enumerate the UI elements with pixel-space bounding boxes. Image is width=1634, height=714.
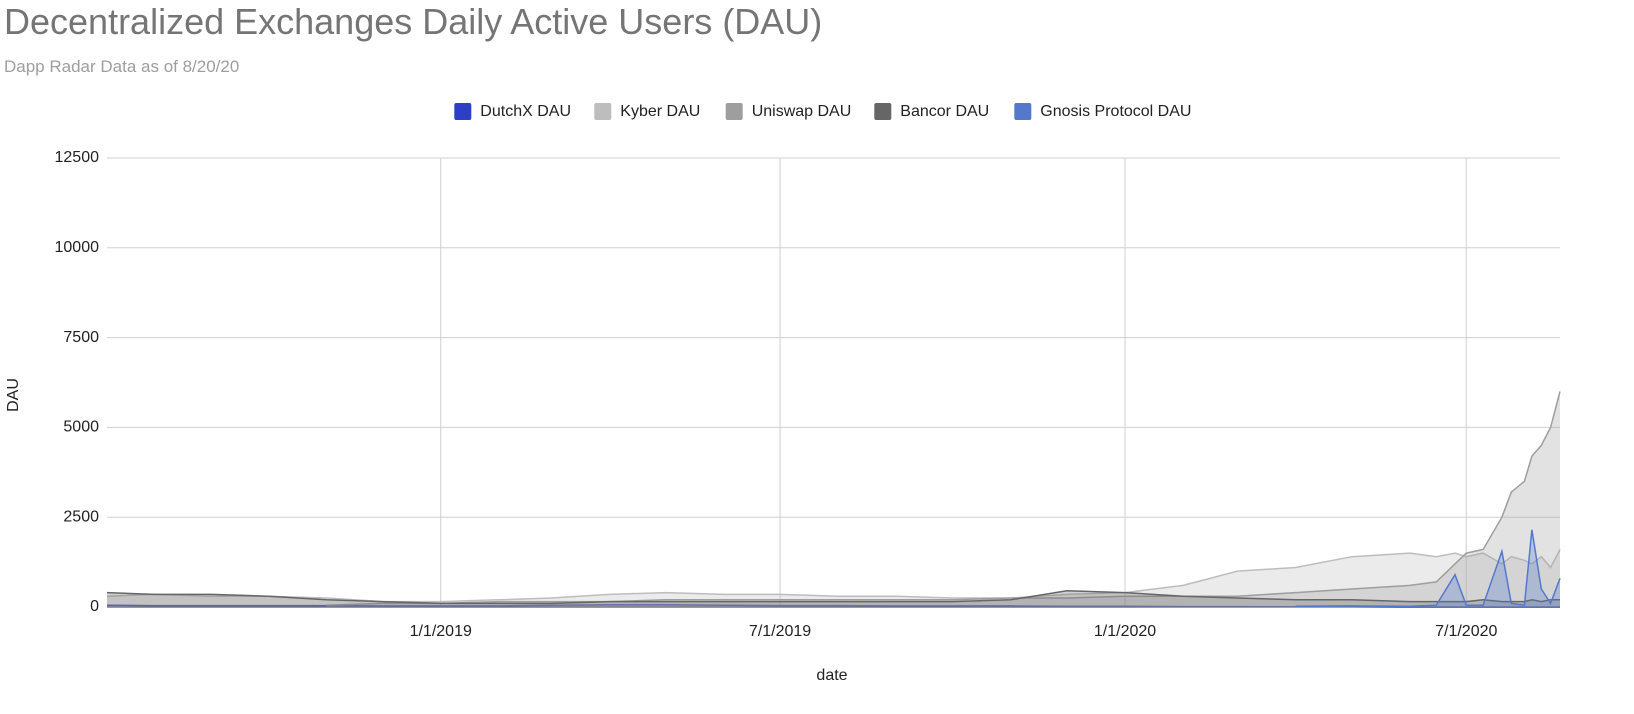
y-tick-label: 12500: [55, 149, 100, 166]
legend-label: Bancor DAU: [900, 103, 989, 120]
x-tick-label: 7/1/2019: [749, 623, 811, 640]
y-axis-label: DAU: [5, 378, 22, 412]
x-axis-label: date: [816, 667, 847, 684]
x-tick-label: 1/1/2020: [1094, 623, 1156, 640]
chart-subtitle: Dapp Radar Data as of 8/20/20: [4, 57, 239, 76]
legend-label: Kyber DAU: [620, 103, 700, 120]
line: [106, 549, 1561, 603]
legend-swatch: [454, 103, 472, 120]
legend-swatch: [1014, 103, 1032, 120]
line: [106, 590, 1560, 605]
line: [106, 604, 1560, 608]
line: [1295, 529, 1561, 608]
legend-swatch: [594, 103, 612, 120]
legend-swatch: [725, 103, 743, 120]
legend-label: Gnosis Protocol DAU: [1040, 103, 1191, 120]
legend-swatch: [874, 103, 892, 120]
chart-title: Decentralized Exchanges Daily Active Use…: [4, 1, 822, 42]
x-tick-label: 7/1/2020: [1435, 623, 1497, 640]
y-tick-label: 0: [90, 598, 99, 615]
area: [107, 590, 1560, 607]
area: [1295, 529, 1560, 607]
area: [107, 549, 1560, 607]
legend-label: Uniswap DAU: [752, 103, 852, 120]
y-tick-label: 7500: [63, 329, 99, 346]
legend-label: DutchX DAU: [480, 103, 571, 120]
y-tick-label: 2500: [63, 508, 99, 525]
area: [326, 391, 1560, 607]
y-tick-label: 10000: [55, 239, 100, 256]
y-tick-label: 5000: [63, 419, 99, 436]
x-tick-label: 1/1/2019: [410, 623, 472, 640]
